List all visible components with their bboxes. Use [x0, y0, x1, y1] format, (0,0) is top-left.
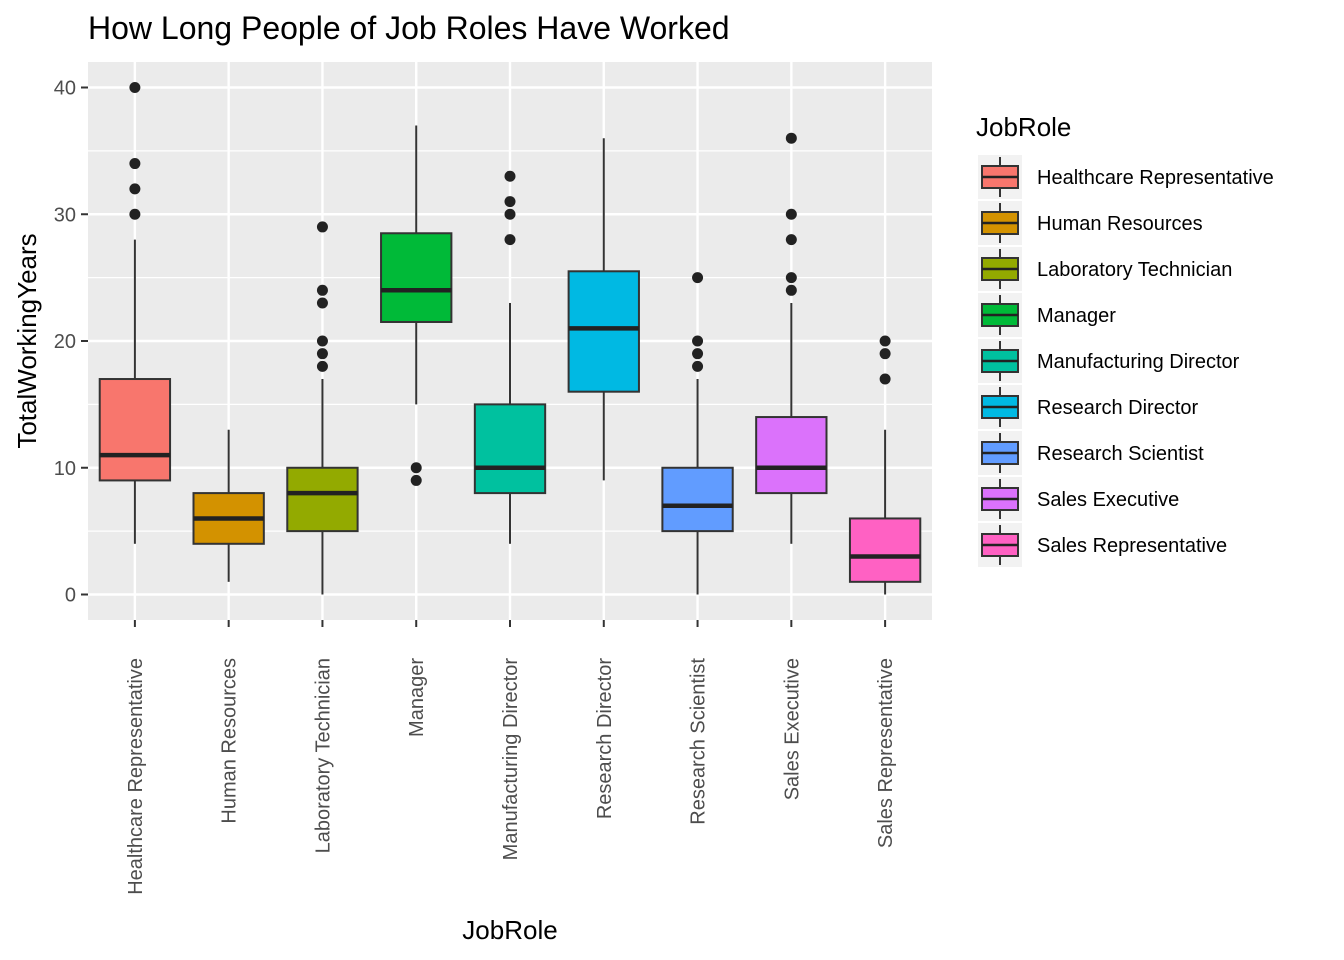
legend-item-4: Manager [978, 293, 1116, 337]
x-tick-label: Sales Executive [781, 658, 803, 800]
outlier-point [410, 462, 422, 474]
legend-label: Laboratory Technician [1037, 259, 1232, 281]
box-8 [755, 132, 828, 544]
box-rect [473, 403, 547, 495]
legend-item-7: Research Scientist [978, 431, 1204, 475]
x-axis: Healthcare Representative Human Resources… [125, 620, 897, 895]
outlier-point [316, 348, 328, 360]
y-tick-label: 0 [65, 585, 76, 607]
legend-label: Sales Executive [1037, 489, 1179, 511]
outlier-point [504, 208, 516, 220]
legend-label: Manager [1037, 305, 1116, 327]
y-tick-label: 30 [54, 204, 76, 226]
outlier-point [879, 335, 891, 347]
legend-label: Human Resources [1037, 213, 1203, 235]
outlier-point [316, 360, 328, 372]
outlier-point [785, 132, 797, 144]
box-3 [286, 221, 359, 595]
outlier-point [316, 335, 328, 347]
x-tick-label: Manufacturing Director [500, 658, 522, 861]
outlier-point [504, 234, 516, 246]
outlier-point [410, 474, 422, 486]
outlier-point [785, 272, 797, 284]
outlier-point [692, 360, 704, 372]
box-5 [473, 170, 547, 544]
legend-label: Sales Representative [1037, 535, 1227, 557]
legend-item-5: Manufacturing Director [978, 339, 1240, 383]
outlier-point [129, 183, 141, 195]
outlier-point [879, 348, 891, 360]
outlier-point [879, 373, 891, 385]
y-axis: 0 10 20 30 40 [54, 78, 88, 607]
x-tick-label: Research Director [594, 658, 616, 820]
x-axis-label: JobRole [462, 915, 557, 945]
outlier-point [129, 208, 141, 220]
outlier-point [316, 221, 328, 233]
box-rect [286, 466, 359, 533]
x-tick-label: Research Scientist [688, 658, 710, 825]
outlier-point [692, 272, 704, 284]
legend-item-3: Laboratory Technician [978, 247, 1232, 291]
legend: JobRole Healthcare Representative Human R… [976, 112, 1274, 567]
legend-item-1: Healthcare Representative [978, 155, 1274, 199]
outlier-point [692, 348, 704, 360]
box-6 [567, 138, 640, 481]
outlier-point [785, 284, 797, 296]
box-group [98, 82, 922, 595]
box-2 [192, 429, 265, 582]
box-rect [380, 232, 453, 323]
outlier-point [785, 208, 797, 220]
box-rect [848, 517, 922, 583]
box-rect [661, 466, 734, 533]
x-tick-label: Manager [406, 658, 428, 737]
box-rect [567, 270, 640, 393]
y-axis-label: TotalWorkingYears [12, 233, 42, 448]
legend-item-9: Sales Representative [978, 523, 1227, 567]
box-1 [98, 82, 172, 544]
legend-item-2: Human Resources [978, 201, 1203, 245]
outlier-point [316, 284, 328, 296]
box-rect [98, 378, 172, 482]
legend-item-8: Sales Executive [978, 477, 1179, 521]
legend-label: Research Scientist [1037, 443, 1204, 465]
y-tick-label: 40 [54, 78, 76, 100]
outlier-point [129, 158, 141, 170]
outlier-point [785, 234, 797, 246]
chart-title: How Long People of Job Roles Have Worked [88, 10, 730, 46]
x-tick-label: Laboratory Technician [312, 658, 334, 853]
legend-label: Healthcare Representative [1037, 167, 1274, 189]
y-tick-label: 20 [54, 331, 76, 353]
x-tick-label: Healthcare Representative [125, 658, 147, 895]
legend-label: Manufacturing Director [1037, 351, 1240, 373]
outlier-point [504, 170, 516, 182]
box-4 [380, 125, 453, 486]
box-rect [755, 416, 828, 495]
outlier-point [692, 335, 704, 347]
outlier-point [129, 82, 141, 93]
outlier-point [316, 297, 328, 309]
outlier-point [504, 196, 516, 208]
legend-title: JobRole [976, 112, 1071, 142]
legend-label: Research Director [1037, 397, 1199, 419]
x-tick-label: Human Resources [219, 658, 241, 824]
x-tick-label: Sales Representative [875, 658, 897, 848]
legend-item-6: Research Director [978, 385, 1199, 429]
y-tick-label: 10 [54, 458, 76, 480]
box-7 [661, 272, 734, 595]
box-9 [848, 335, 922, 595]
